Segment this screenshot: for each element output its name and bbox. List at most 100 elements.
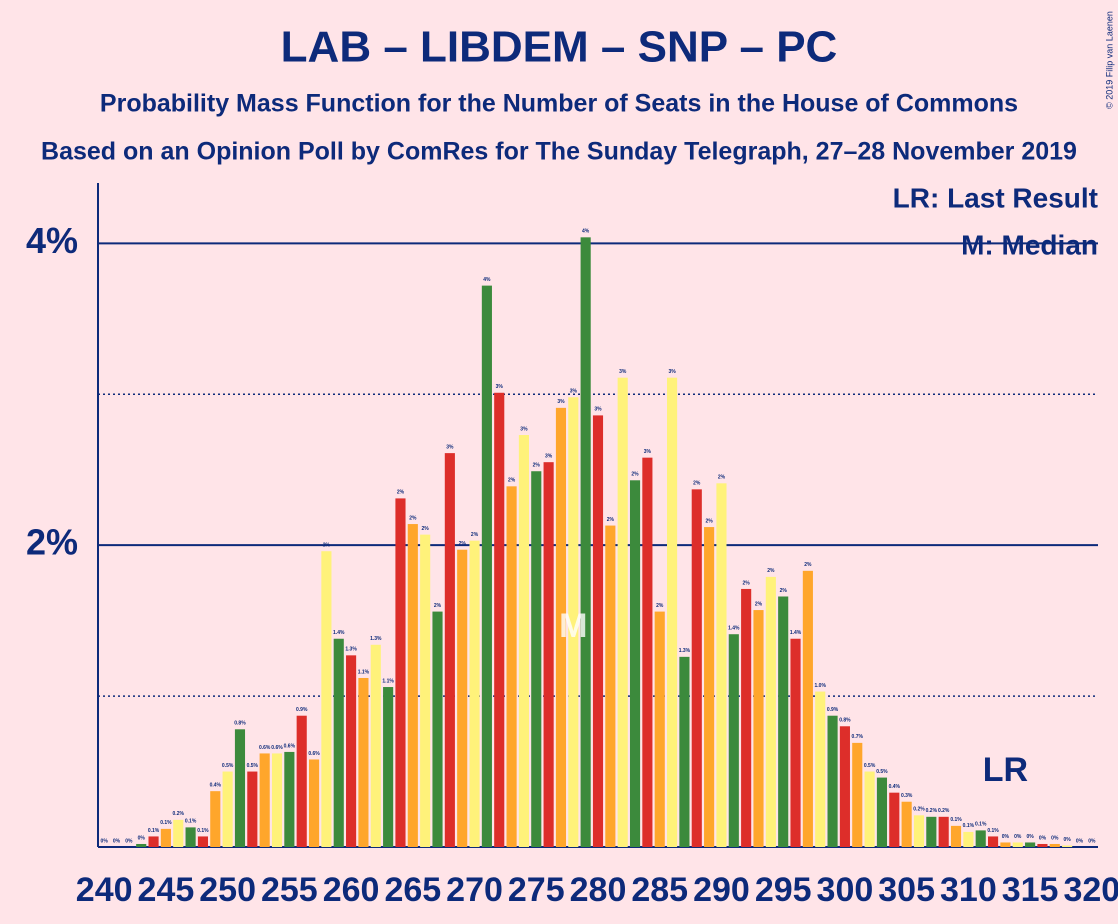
bar: [592, 415, 604, 847]
bar: [765, 576, 776, 847]
value-label: 0%: [101, 838, 109, 844]
value-label: 2%: [397, 490, 405, 496]
value-label: 0%: [1051, 835, 1059, 841]
value-label: 1.3%: [345, 647, 357, 653]
bar: [568, 397, 579, 847]
bar: [1037, 843, 1048, 847]
x-tick-label: 295: [755, 871, 812, 909]
bar: [420, 534, 431, 847]
bar: [864, 771, 875, 847]
value-label: 1.0%: [815, 683, 827, 689]
x-tick-label: 320: [1063, 871, 1118, 909]
bar: [679, 656, 690, 847]
x-tick-label: 305: [878, 871, 935, 909]
value-label: 3%: [520, 426, 528, 432]
bar: [1025, 842, 1036, 847]
value-label: 2%: [743, 580, 751, 586]
median-marker: M: [559, 607, 587, 645]
bar: [778, 596, 789, 847]
value-label: 0%: [1076, 838, 1084, 844]
value-label: 0.2%: [938, 808, 950, 814]
bar: [358, 677, 369, 847]
value-label: 3%: [496, 384, 504, 390]
value-label: 0.1%: [975, 822, 987, 828]
value-label: 0.2%: [173, 811, 185, 817]
value-label: 3%: [668, 369, 676, 375]
value-label: 3%: [594, 407, 602, 413]
bar: [148, 836, 159, 847]
value-label: 0.1%: [148, 828, 160, 834]
value-label: 0%: [1014, 834, 1022, 840]
value-label: 0.5%: [864, 763, 876, 769]
bar: [247, 771, 258, 847]
bar: [197, 836, 208, 847]
value-label: 2%: [323, 543, 331, 549]
bar: [296, 715, 307, 847]
value-label: 2%: [471, 532, 479, 538]
bar: [457, 549, 468, 847]
bar: [222, 771, 233, 847]
bar: [469, 540, 480, 847]
value-label: 0.5%: [222, 763, 234, 769]
bar: [802, 570, 813, 847]
legend-last-result: LR: Last Result: [893, 182, 1098, 213]
bar: [1049, 843, 1060, 847]
value-label: 2%: [607, 517, 615, 523]
bar: [136, 843, 147, 847]
bar: [321, 551, 332, 847]
value-label: 0%: [1026, 834, 1034, 840]
bar: [580, 237, 591, 847]
x-tick-label: 260: [323, 871, 380, 909]
value-label: 2%: [409, 515, 417, 521]
value-label: 0.6%: [271, 745, 283, 751]
bar: [617, 377, 628, 847]
y-tick-label: 4%: [26, 220, 78, 261]
bar: [333, 638, 344, 847]
bar: [926, 816, 937, 847]
value-label: 2%: [804, 562, 812, 568]
bar: [605, 525, 616, 847]
value-label: 1.4%: [333, 630, 345, 636]
value-label: 0.3%: [901, 793, 913, 799]
bar: [308, 759, 320, 847]
value-label: 0.1%: [197, 828, 209, 834]
bar: [704, 527, 715, 847]
value-label: 2%: [434, 603, 442, 609]
x-tick-label: 265: [384, 871, 441, 909]
bar: [518, 435, 529, 847]
bar: [531, 471, 542, 847]
x-tick-label: 300: [817, 871, 874, 909]
bar: [506, 486, 517, 847]
value-label: 2%: [422, 526, 430, 532]
value-label: 0.1%: [950, 817, 962, 823]
bar: [950, 825, 962, 847]
x-tick-label: 245: [138, 871, 195, 909]
value-label: 0%: [1039, 835, 1047, 841]
bar: [1012, 842, 1023, 847]
bar: [395, 498, 406, 847]
value-label: 0.8%: [234, 721, 246, 727]
bar: [901, 801, 912, 847]
value-label: 3%: [644, 449, 652, 455]
x-tick-label: 285: [631, 871, 688, 909]
bar: [432, 611, 443, 847]
bar: [284, 751, 295, 847]
y-tick-label: 2%: [26, 522, 78, 563]
x-tick-label: 310: [940, 871, 997, 909]
value-label: 2%: [755, 601, 763, 607]
value-label: 0.2%: [926, 808, 938, 814]
bar: [543, 462, 554, 847]
value-label: 0%: [1088, 838, 1096, 844]
value-label: 2%: [705, 518, 713, 524]
value-label: 0.1%: [963, 823, 975, 829]
value-label: 0.7%: [852, 734, 864, 740]
bar: [555, 407, 567, 847]
bar: [938, 816, 949, 847]
x-tick-label: 240: [76, 871, 133, 909]
value-label: 0.1%: [160, 820, 172, 826]
value-label: 0.4%: [210, 782, 222, 788]
x-tick-label: 280: [570, 871, 627, 909]
bar: [741, 588, 752, 847]
value-label: 0%: [1064, 837, 1072, 843]
